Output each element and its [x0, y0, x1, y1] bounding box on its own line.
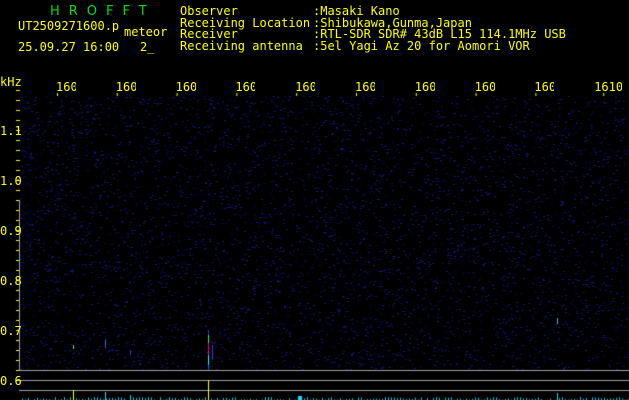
x-tick-label: 1609: [534, 80, 555, 94]
x-tick-label: 1606: [355, 80, 375, 94]
x-tick-label: 1602: [115, 80, 136, 94]
y-tick-label: 0.9: [0, 224, 22, 238]
datetime: 25.09.27 16:00: [18, 40, 120, 54]
app-title: HROFFT: [50, 4, 156, 19]
y-tick-label: 0.8: [0, 274, 22, 288]
info-value: :5el Yagi Az 20 for Aomori VOR: [313, 38, 530, 53]
y-unit-label: kHz: [0, 75, 22, 89]
info-label: Receiver: [180, 27, 238, 41]
x-tick-label: 1605: [295, 80, 316, 94]
x-tick-label: 1604: [235, 80, 256, 94]
filename: UT2509271600.png: [18, 20, 120, 32]
info-value: :RTL-SDR SDR# 43dB L15 114.1MHz USB: [313, 27, 566, 41]
mode-label: meteor: [124, 25, 168, 39]
x-tick-label: 1607: [414, 80, 435, 94]
x-tick-label: 1603: [175, 80, 196, 94]
info-label: Receiving antenna: [180, 38, 303, 53]
x-tick-label: 1610: [594, 80, 623, 94]
x-tick-label: 1608: [474, 80, 495, 94]
info-value: :Shibukawa,Gunma,Japan: [313, 15, 472, 30]
y-tick-label: 1.0: [0, 174, 22, 188]
y-tick-label: 0.6: [0, 374, 22, 388]
count: 2_: [140, 40, 155, 54]
info-label: Observer: [180, 4, 238, 18]
info-label: Receiving Location: [180, 15, 311, 30]
info-value: :Masaki Kano: [313, 4, 400, 18]
y-tick-label: 1.1: [0, 124, 22, 138]
y-tick-label: 0.7: [0, 324, 22, 338]
